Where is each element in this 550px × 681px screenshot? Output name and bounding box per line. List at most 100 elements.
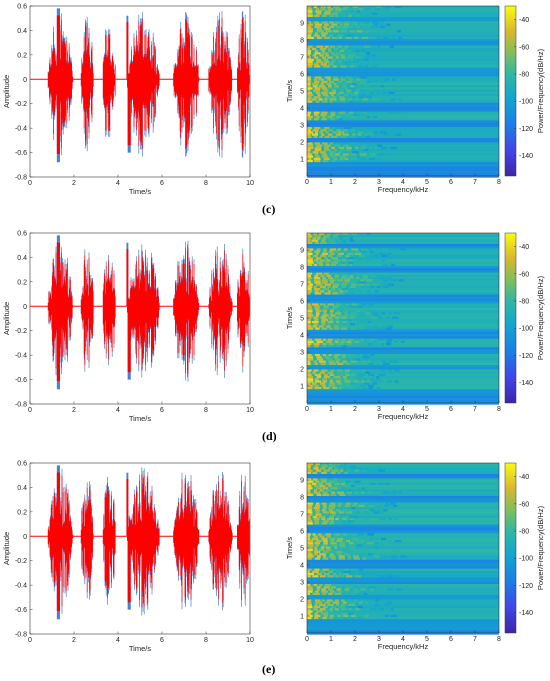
heatmap-cell <box>336 94 341 97</box>
heatmap-cell <box>364 58 369 62</box>
heatmap-cell <box>379 25 385 29</box>
heatmap-row <box>307 105 499 108</box>
heatmap-cell <box>340 83 345 86</box>
heatmap-cell <box>362 557 367 560</box>
heatmap-cell <box>325 30 332 33</box>
x-tick-label: 8 <box>497 179 501 186</box>
heatmap-row <box>307 463 499 466</box>
heatmap-row <box>307 518 499 521</box>
heatmap-cell <box>352 573 359 576</box>
heatmap-row <box>307 303 499 306</box>
heatmap-cell <box>335 133 342 136</box>
x-tick-label: 3 <box>377 636 381 643</box>
heatmap-cell <box>330 281 334 284</box>
heatmap-cell <box>314 362 318 366</box>
heatmap-cell <box>345 511 353 514</box>
heatmap-cell <box>390 614 397 618</box>
heatmap-row <box>307 12 499 15</box>
heatmap-cell <box>321 323 326 326</box>
heatmap-cell <box>332 305 340 308</box>
heatmap-cell <box>307 599 312 602</box>
heatmap-cell <box>348 376 355 379</box>
heatmap-cell <box>307 61 313 64</box>
heatmap-cell <box>354 480 361 483</box>
heatmap-cell <box>379 274 386 278</box>
x-tick-label: 2 <box>72 637 76 644</box>
heatmap-cell <box>313 546 318 549</box>
heatmap-cell <box>375 491 381 494</box>
heatmap-cell <box>338 465 346 468</box>
heatmap-cell <box>307 584 311 587</box>
colorbar-tick-label: -80 <box>519 72 529 79</box>
heatmap-cell <box>307 568 312 571</box>
heatmap-row <box>307 491 499 494</box>
heatmap-cell <box>350 327 358 330</box>
heatmap-cell <box>320 151 326 154</box>
heatmap-cell <box>315 155 320 158</box>
heatmap-cell <box>314 292 322 295</box>
heatmap-cell <box>353 384 357 388</box>
heatmap-cell <box>332 30 339 33</box>
heatmap-cell <box>328 570 333 574</box>
heatmap-cell <box>314 345 319 348</box>
heatmap-row <box>307 277 499 280</box>
heatmap-cell <box>354 362 361 366</box>
heatmap-cell <box>366 263 372 267</box>
heatmap-cell <box>360 502 367 505</box>
heatmap-cell <box>385 502 389 505</box>
heatmap-cell <box>361 380 365 383</box>
heatmap-cell <box>349 465 356 468</box>
y-tick-label: 7 <box>300 282 304 289</box>
heatmap-cell <box>337 373 344 377</box>
heatmap-cell <box>332 601 340 604</box>
heatmap-cell <box>382 546 388 549</box>
heatmap-cell <box>368 303 374 306</box>
heatmap-cell <box>329 21 334 24</box>
heatmap-cell <box>380 511 385 514</box>
heatmap-cell <box>334 354 341 357</box>
heatmap-row <box>307 8 499 11</box>
heatmap-cell <box>315 23 322 26</box>
heatmap-cell <box>314 288 321 291</box>
heatmap-cell <box>357 45 361 48</box>
heatmap-cell <box>313 323 318 326</box>
y-axis-label: Time/s <box>285 307 294 329</box>
heatmap-row <box>307 471 499 475</box>
heatmap-cell <box>340 56 346 59</box>
heatmap-cell <box>372 21 379 24</box>
heatmap-cell <box>307 360 311 363</box>
heatmap-row <box>307 384 499 388</box>
heatmap-row <box>307 542 499 545</box>
heatmap-cell <box>368 376 373 379</box>
heatmap-cell <box>340 65 347 68</box>
heatmap-cell <box>388 312 392 315</box>
heatmap-cell <box>334 316 340 319</box>
heatmap-row <box>307 325 499 328</box>
heatmap-cell <box>336 540 343 543</box>
heatmap-cell <box>330 369 335 372</box>
heatmap-row <box>307 23 499 26</box>
heatmap-cell <box>351 133 356 136</box>
heatmap-cell <box>324 283 331 286</box>
heatmap-cell <box>314 111 320 114</box>
heatmap-cell <box>331 557 336 560</box>
heatmap-cell <box>307 491 311 494</box>
heatmap-row <box>307 290 499 293</box>
heatmap-cell <box>365 131 373 134</box>
heatmap-cell <box>335 52 341 55</box>
heatmap-cell <box>307 387 313 390</box>
heatmap-cell <box>312 54 317 57</box>
colorbar-tick-label: -40 <box>519 17 529 24</box>
heatmap-cell <box>383 603 390 607</box>
heatmap-cell <box>343 52 349 55</box>
heatmap-cell <box>340 489 346 492</box>
heatmap-cell <box>357 259 362 262</box>
heatmap-cell <box>329 248 337 251</box>
heatmap-cell <box>348 257 354 260</box>
heatmap-cell <box>360 263 366 267</box>
waveform-overlay <box>47 242 250 381</box>
heatmap-row <box>307 270 499 273</box>
heatmap-cell <box>314 548 318 552</box>
heatmap-row <box>307 127 499 130</box>
x-tick-label: 6 <box>449 636 453 643</box>
